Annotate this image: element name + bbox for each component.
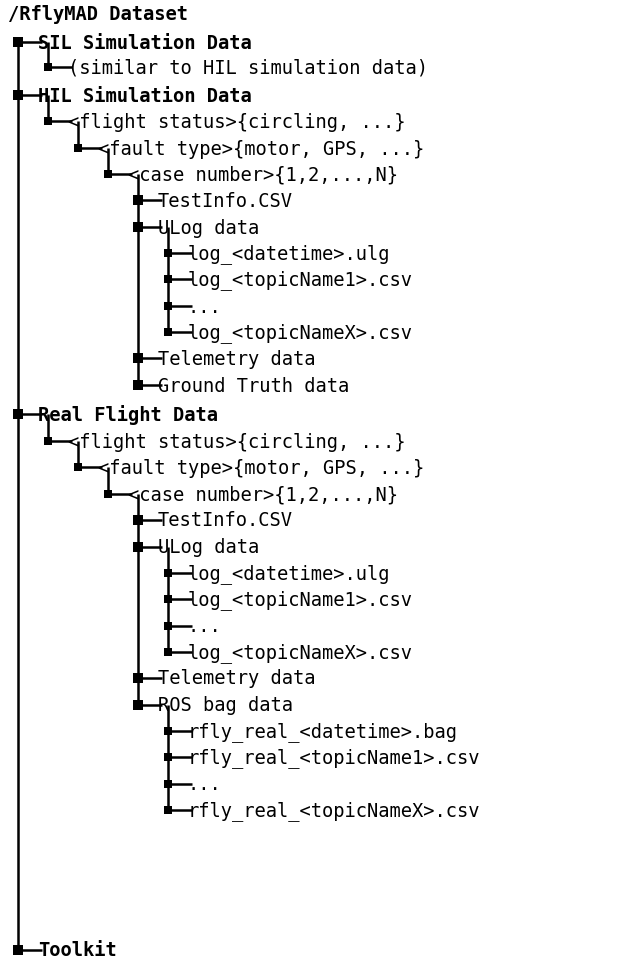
Text: ROS bag data: ROS bag data [158,696,293,714]
Text: ...: ... [188,297,222,317]
Text: log_<topicName1>.csv: log_<topicName1>.csv [188,270,413,290]
Text: ...: ... [188,774,222,794]
Bar [164,595,172,603]
Bar [44,438,52,446]
Bar [133,515,143,525]
Text: rfly_real_<topicNameX>.csv: rfly_real_<topicNameX>.csv [188,800,480,820]
Text: log_<topicNameX>.csv: log_<topicNameX>.csv [188,323,413,343]
Bar [13,91,23,101]
Text: SIL Simulation Data: SIL Simulation Data [38,34,252,52]
Bar [133,542,143,552]
Text: log_<datetime>.ulg: log_<datetime>.ulg [188,563,391,583]
Bar [74,464,82,472]
Text: Ground Truth data: Ground Truth data [158,377,349,395]
Text: Telemetry data: Telemetry data [158,350,316,368]
Text: log_<topicNameX>.csv: log_<topicNameX>.csv [188,642,413,662]
Bar [164,622,172,630]
Bar [164,753,172,761]
Text: log_<topicName1>.csv: log_<topicName1>.csv [188,589,413,609]
Bar [133,354,143,364]
Bar [133,223,143,233]
Text: Telemetry data: Telemetry data [158,669,316,687]
Text: rfly_real_<datetime>.bag: rfly_real_<datetime>.bag [188,721,458,741]
Bar [164,569,172,577]
Text: log_<datetime>.ulg: log_<datetime>.ulg [188,244,391,264]
Text: ULog data: ULog data [158,219,259,237]
Bar [133,673,143,683]
Bar [44,64,52,72]
Text: <fault type>{motor, GPS, ...}: <fault type>{motor, GPS, ...} [98,140,424,159]
Text: TestInfo.CSV: TestInfo.CSV [158,192,293,210]
Text: rfly_real_<topicName1>.csv: rfly_real_<topicName1>.csv [188,747,480,766]
Bar [164,250,172,258]
Bar [164,276,172,284]
Text: <fault type>{motor, GPS, ...}: <fault type>{motor, GPS, ...} [98,458,424,478]
Bar [164,329,172,337]
Text: TestInfo.CSV: TestInfo.CSV [158,511,293,529]
Bar [164,727,172,735]
Bar [13,945,23,955]
Bar [104,490,112,498]
Bar [164,806,172,814]
Text: <case number>{1,2,...,N}: <case number>{1,2,...,N} [128,166,398,184]
Bar [13,38,23,48]
Text: ULog data: ULog data [158,538,259,556]
Text: ...: ... [188,616,222,636]
Text: Toolkit: Toolkit [38,941,117,959]
Bar [104,171,112,179]
Bar [164,780,172,788]
Text: /RflyMAD Dataset: /RflyMAD Dataset [8,5,188,23]
Bar [13,410,23,420]
Bar [133,381,143,391]
Text: (similar to HIL simulation data): (similar to HIL simulation data) [68,58,428,78]
Bar [164,303,172,311]
Bar [133,196,143,206]
Bar [133,700,143,710]
Bar [164,648,172,656]
Text: HIL Simulation Data: HIL Simulation Data [38,86,252,106]
Text: <flight status>{circling, ...}: <flight status>{circling, ...} [68,432,405,452]
Text: Real Flight Data: Real Flight Data [38,405,218,425]
Bar [44,118,52,126]
Bar [74,145,82,153]
Text: <flight status>{circling, ...}: <flight status>{circling, ...} [68,112,405,132]
Text: <case number>{1,2,...,N}: <case number>{1,2,...,N} [128,484,398,504]
